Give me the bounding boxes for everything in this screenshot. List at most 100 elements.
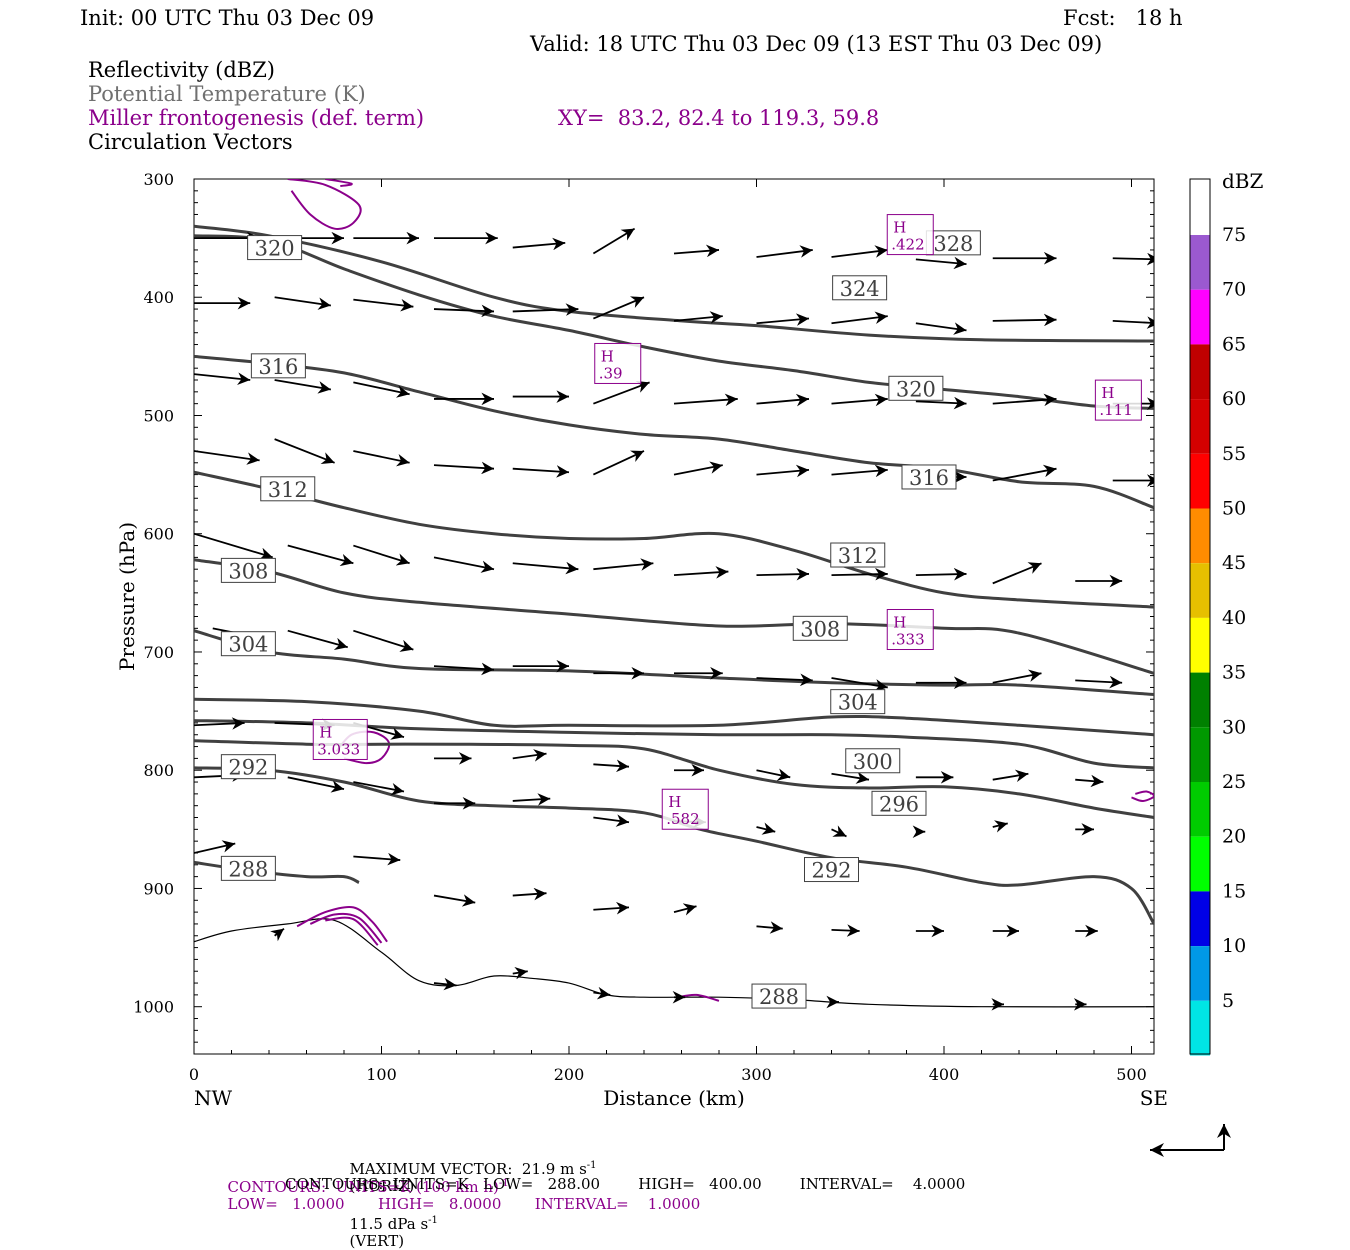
colorbar-band — [1190, 235, 1210, 290]
circulation-vector — [287, 776, 345, 793]
circulation-vector — [831, 924, 860, 937]
frontogenesis-max-value: .422 — [891, 236, 924, 254]
theta-label-box — [804, 857, 859, 883]
colorbar-band — [1190, 946, 1210, 1001]
circulation-vector — [274, 438, 335, 465]
circulation-vector — [592, 450, 645, 476]
contours-fronto-units: CONTOURS: UNITS=K (100 km h) — [227, 1178, 499, 1196]
circulation-vector — [915, 396, 967, 410]
y-tick-label: 900 — [143, 879, 174, 898]
frontogenesis-max-value: .582 — [666, 810, 699, 828]
theta-label: 292 — [811, 859, 851, 883]
theta-label: 308 — [800, 617, 840, 641]
theta-label: 288 — [759, 985, 799, 1009]
max-vector-vert-label: (VERT) — [349, 1232, 405, 1250]
field-reflectivity: Reflectivity (dBZ) — [88, 58, 276, 82]
colorbar-level-label: 25 — [1222, 771, 1246, 793]
max-vector-vert-exp: -1 — [428, 1215, 438, 1226]
circulation-vector — [593, 380, 650, 405]
circulation-vector — [194, 840, 236, 854]
theta-label: 312 — [268, 478, 308, 502]
theta-contour-304 — [194, 697, 1154, 737]
valid-time: Valid: 18 UTC Thu 03 Dec 09 (13 EST Thu … — [530, 32, 1103, 56]
theta-contour-312 — [194, 558, 1154, 675]
colorbar-band — [1190, 891, 1210, 947]
colorbar-level-label: 60 — [1222, 388, 1246, 410]
colorbar-band — [1190, 399, 1210, 454]
frontogenesis-max-box — [594, 342, 642, 384]
theta-contour-292 — [194, 766, 1154, 925]
circulation-vector — [593, 558, 654, 571]
circulation-vector — [915, 567, 967, 581]
theta-label: 320 — [255, 237, 295, 261]
frontogenesis-max-value: .333 — [891, 631, 924, 649]
frontogenesis-contour — [287, 179, 362, 230]
circulation-vector — [512, 749, 547, 762]
circulation-vector — [512, 237, 566, 251]
max-vector-horiz-value: MAXIMUM VECTOR: 21.9 m s — [349, 1160, 587, 1178]
colorbar-level-label: 75 — [1222, 224, 1246, 246]
circulation-vector — [673, 393, 738, 407]
circulation-vector — [992, 562, 1042, 585]
circulation-vector — [353, 381, 410, 398]
theta-label: 308 — [228, 559, 268, 583]
colorbar-level-label: 55 — [1222, 443, 1246, 465]
circulation-vector — [831, 825, 847, 838]
circulation-vector — [194, 717, 245, 730]
circulation-vector — [593, 814, 630, 827]
colorbar-unit-label: dBZ — [1222, 169, 1264, 193]
theta-label-box — [845, 748, 901, 774]
theta-label: 316 — [258, 355, 298, 379]
frontogenesis-contour — [309, 912, 383, 944]
colorbar-band — [1190, 289, 1210, 345]
circulation-vector — [831, 677, 888, 692]
circulation-vector — [593, 901, 630, 915]
theta-label-box — [250, 353, 306, 379]
circulation-vector — [433, 304, 495, 318]
theta-contour-328 — [194, 224, 1154, 343]
circulation-vector — [433, 977, 457, 991]
circulation-vector — [512, 966, 528, 980]
circulation-vector — [274, 379, 332, 394]
circulation-vector — [593, 296, 645, 320]
colorbar-level-label: 65 — [1222, 333, 1246, 355]
colorbar-band — [1190, 836, 1210, 892]
theta-label: 316 — [909, 466, 949, 490]
circulation-vector — [512, 303, 579, 316]
colorbar-band — [1190, 727, 1210, 782]
frontogenesis-max-value: .39 — [599, 364, 623, 382]
theta-label-box — [220, 855, 276, 881]
circulation-vector — [992, 313, 1057, 327]
colorbar-band — [1190, 179, 1210, 235]
theta-contour-320 — [194, 354, 1154, 510]
theta-label-box — [871, 790, 927, 816]
colorbar-frame — [1189, 178, 1211, 1055]
colorbar-band — [1190, 1000, 1210, 1056]
theta-label: 304 — [228, 633, 268, 657]
theta-label-box — [220, 754, 276, 780]
plot-frame — [193, 178, 1155, 1055]
theta-contour-296 — [194, 739, 1154, 819]
colorbar-level-label: 15 — [1222, 880, 1246, 902]
x-end-label-nw: NW — [194, 1086, 233, 1110]
circulation-vector — [831, 245, 888, 258]
theta-label-box — [888, 375, 944, 401]
circulation-vector — [915, 256, 967, 270]
circulation-vector — [992, 820, 1008, 833]
frontogenesis-max-label: H — [319, 723, 332, 741]
frontogenesis-max-value: .111 — [1099, 401, 1132, 419]
circulation-vector — [831, 393, 888, 407]
terrain-line — [194, 918, 1154, 1008]
circulation-vector — [756, 393, 810, 407]
circulation-vector — [270, 927, 285, 942]
y-tick-label: 1000 — [133, 998, 174, 1017]
max-vector-horiz-label: (HORIZ) — [349, 1177, 415, 1195]
circulation-vector — [592, 227, 636, 255]
colorbar-level-label: 45 — [1222, 552, 1246, 574]
colorbar-band — [1190, 453, 1210, 509]
circulation-vector — [756, 245, 813, 258]
theta-label-box — [925, 230, 981, 256]
colorbar-band — [1190, 617, 1210, 673]
circulation-vector — [287, 544, 354, 567]
theta-label: 324 — [840, 277, 880, 301]
